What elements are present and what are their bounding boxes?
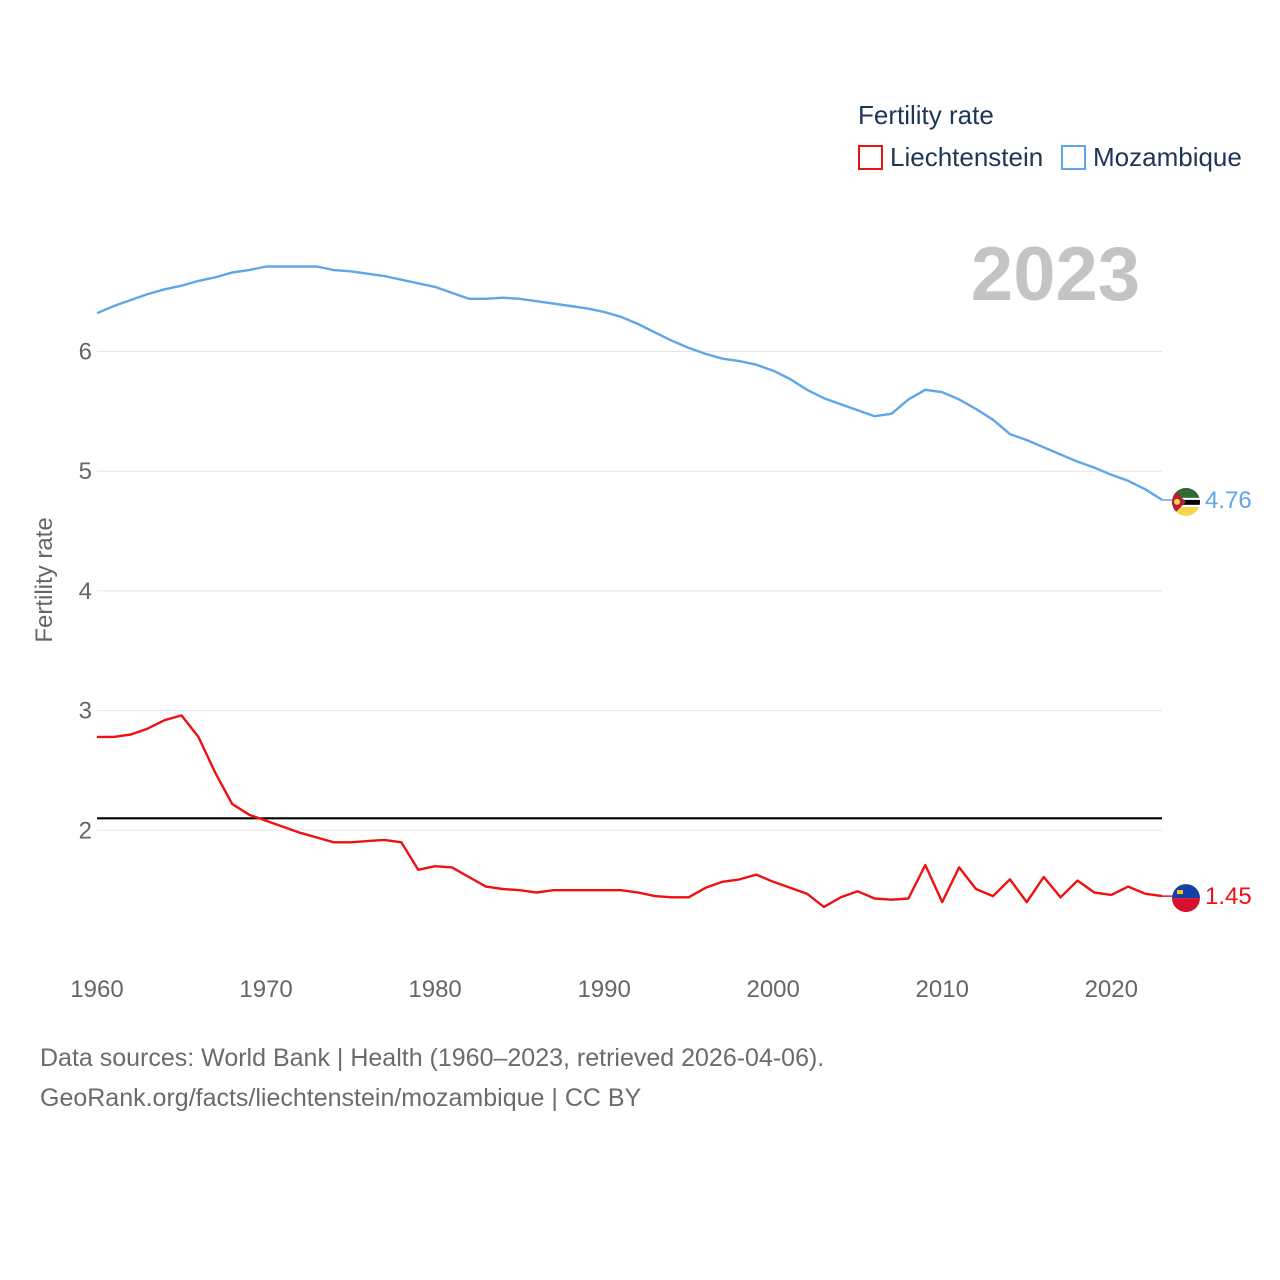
series-lines xyxy=(96,265,1172,909)
end-label-liechtenstein: 1.45 xyxy=(1205,883,1252,910)
year-label: 2023 xyxy=(971,232,1140,317)
x-tick-label: 1960 xyxy=(70,976,123,1003)
gridlines xyxy=(97,351,1162,831)
end-labels: 1.45 4.76 xyxy=(1205,487,1252,910)
y-tick-label: 5 xyxy=(79,458,92,485)
x-tick-label: 2020 xyxy=(1085,976,1138,1003)
source-line-1: Data sources: World Bank | Health (1960–… xyxy=(40,1044,825,1072)
series-line-liechtenstein xyxy=(97,714,1163,909)
y-axis-ticks: 2 3 4 5 6 xyxy=(79,339,92,845)
end-label-mozambique: 4.76 xyxy=(1205,487,1252,514)
legend-item-mozambique[interactable]: Mozambique xyxy=(1061,142,1242,172)
y-tick-label: 3 xyxy=(79,698,92,725)
x-tick-label: 1980 xyxy=(408,976,461,1003)
end-markers xyxy=(1172,487,1200,913)
mozambique-flag-icon xyxy=(1172,487,1200,516)
legend-item-liechtenstein[interactable]: Liechtenstein xyxy=(858,142,1043,172)
series-line-mozambique xyxy=(96,265,1163,501)
y-tick-label: 6 xyxy=(79,339,92,366)
x-tick-label: 1970 xyxy=(239,976,292,1003)
legend-swatch-mozambique xyxy=(1061,145,1086,170)
x-tick-label: 1990 xyxy=(577,976,630,1003)
y-tick-label: 4 xyxy=(79,578,92,605)
y-tick-label: 2 xyxy=(79,817,92,844)
liechtenstein-flag-icon xyxy=(1172,884,1200,913)
legend-label-mozambique: Mozambique xyxy=(1093,142,1242,172)
legend-title: Fertility rate xyxy=(858,100,994,130)
source-line-2[interactable]: GeoRank.org/facts/liechtenstein/mozambiq… xyxy=(40,1084,642,1112)
y-axis-title: Fertility rate xyxy=(31,517,58,642)
x-tick-label: 2010 xyxy=(916,976,969,1003)
legend: Fertility rate Liechtenstein Mozambique xyxy=(858,100,1242,172)
legend-swatch-liechtenstein xyxy=(858,145,883,170)
legend-label-liechtenstein: Liechtenstein xyxy=(890,142,1043,172)
x-tick-label: 2000 xyxy=(746,976,799,1003)
x-axis-ticks: 1960 1970 1980 1990 2000 2010 2020 xyxy=(70,976,1138,1003)
